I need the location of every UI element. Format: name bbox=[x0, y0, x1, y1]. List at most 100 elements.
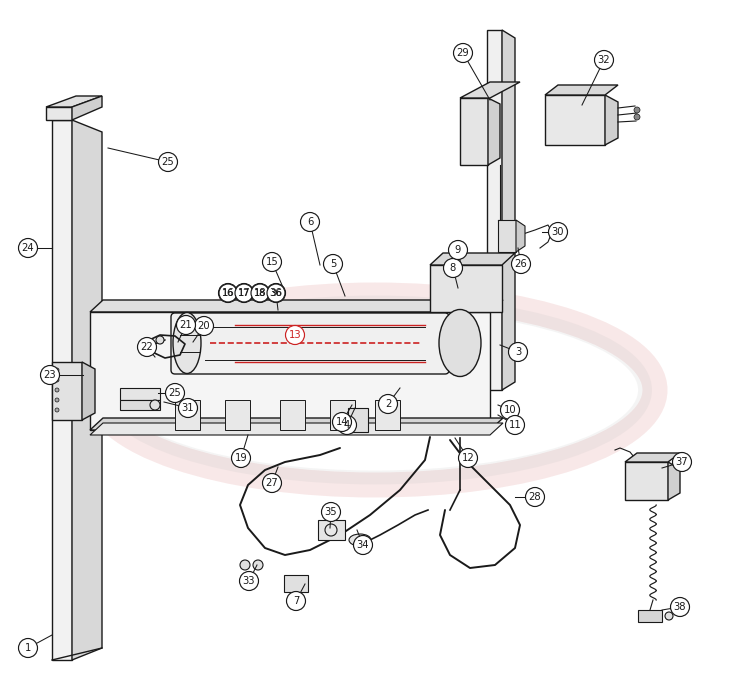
Text: 25: 25 bbox=[162, 157, 175, 167]
Polygon shape bbox=[46, 107, 72, 120]
Ellipse shape bbox=[349, 534, 371, 546]
Text: 10: 10 bbox=[504, 405, 516, 415]
Circle shape bbox=[501, 401, 519, 419]
FancyBboxPatch shape bbox=[171, 313, 449, 374]
Circle shape bbox=[453, 44, 473, 62]
Text: 24: 24 bbox=[22, 243, 34, 253]
Polygon shape bbox=[90, 312, 490, 430]
Circle shape bbox=[137, 337, 157, 357]
Polygon shape bbox=[330, 400, 355, 430]
Text: 12: 12 bbox=[461, 453, 474, 463]
Text: 28: 28 bbox=[529, 492, 542, 502]
Polygon shape bbox=[318, 520, 345, 540]
Polygon shape bbox=[72, 120, 102, 660]
Polygon shape bbox=[516, 220, 525, 252]
Text: 23: 23 bbox=[44, 370, 56, 380]
Text: 16: 16 bbox=[222, 289, 234, 298]
Polygon shape bbox=[502, 30, 515, 390]
Circle shape bbox=[665, 612, 673, 620]
Circle shape bbox=[251, 284, 269, 302]
Text: 1: 1 bbox=[25, 643, 31, 653]
Text: 2: 2 bbox=[385, 399, 391, 409]
Text: 17: 17 bbox=[238, 288, 250, 298]
Circle shape bbox=[55, 378, 59, 382]
Polygon shape bbox=[175, 400, 200, 430]
Circle shape bbox=[55, 368, 59, 372]
Polygon shape bbox=[605, 95, 618, 145]
Text: SPECIALISTS: SPECIALISTS bbox=[238, 369, 477, 402]
Text: 11: 11 bbox=[509, 420, 522, 430]
Text: 6: 6 bbox=[307, 217, 314, 227]
Text: 4: 4 bbox=[344, 420, 350, 430]
Text: 35: 35 bbox=[325, 507, 337, 517]
Text: 18: 18 bbox=[253, 288, 266, 298]
Polygon shape bbox=[52, 362, 82, 420]
Text: 29: 29 bbox=[457, 48, 470, 58]
Text: 3: 3 bbox=[515, 347, 521, 357]
Circle shape bbox=[322, 502, 340, 522]
Circle shape bbox=[235, 283, 253, 303]
Polygon shape bbox=[375, 400, 400, 430]
Text: 14: 14 bbox=[336, 417, 348, 427]
Circle shape bbox=[525, 487, 545, 507]
Polygon shape bbox=[498, 220, 516, 252]
Polygon shape bbox=[460, 82, 520, 98]
Text: 36: 36 bbox=[270, 288, 282, 298]
Text: 25: 25 bbox=[169, 388, 181, 398]
Circle shape bbox=[158, 153, 178, 171]
Polygon shape bbox=[625, 453, 680, 462]
Circle shape bbox=[333, 413, 351, 431]
Circle shape bbox=[166, 384, 184, 402]
Polygon shape bbox=[46, 96, 102, 107]
Circle shape bbox=[177, 316, 195, 334]
Text: 5: 5 bbox=[330, 259, 336, 269]
Text: 19: 19 bbox=[235, 453, 247, 463]
Circle shape bbox=[634, 107, 640, 113]
Circle shape bbox=[449, 240, 467, 260]
Circle shape bbox=[195, 316, 213, 336]
Circle shape bbox=[337, 415, 357, 435]
Circle shape bbox=[505, 415, 525, 435]
Text: 9: 9 bbox=[455, 245, 461, 255]
Polygon shape bbox=[120, 400, 160, 410]
Polygon shape bbox=[668, 462, 680, 500]
Polygon shape bbox=[90, 423, 503, 435]
Circle shape bbox=[672, 453, 692, 471]
Polygon shape bbox=[430, 253, 515, 265]
Circle shape bbox=[156, 336, 164, 344]
Circle shape bbox=[55, 388, 59, 392]
Polygon shape bbox=[488, 98, 500, 165]
Polygon shape bbox=[72, 96, 102, 120]
Circle shape bbox=[634, 114, 640, 120]
Circle shape bbox=[508, 343, 528, 361]
Text: 13: 13 bbox=[289, 330, 302, 340]
Polygon shape bbox=[545, 95, 605, 145]
Circle shape bbox=[267, 283, 285, 303]
Circle shape bbox=[287, 591, 305, 611]
Polygon shape bbox=[460, 98, 488, 165]
Polygon shape bbox=[90, 418, 503, 430]
Circle shape bbox=[594, 50, 614, 70]
Text: 38: 38 bbox=[674, 602, 687, 612]
Circle shape bbox=[300, 213, 319, 231]
Circle shape bbox=[19, 638, 37, 658]
Text: 37: 37 bbox=[675, 457, 688, 467]
Circle shape bbox=[178, 399, 198, 417]
Text: EQUIPMENT: EQUIPMENT bbox=[245, 342, 467, 375]
Polygon shape bbox=[487, 30, 502, 390]
Text: 8: 8 bbox=[450, 263, 456, 273]
Circle shape bbox=[240, 560, 250, 570]
Polygon shape bbox=[52, 120, 72, 660]
Polygon shape bbox=[120, 388, 160, 400]
Circle shape bbox=[267, 284, 285, 302]
Polygon shape bbox=[638, 610, 662, 622]
Circle shape bbox=[378, 395, 398, 413]
Ellipse shape bbox=[439, 310, 481, 377]
Circle shape bbox=[41, 366, 59, 384]
Text: 7: 7 bbox=[293, 596, 299, 606]
Text: 26: 26 bbox=[515, 259, 528, 269]
Circle shape bbox=[239, 571, 259, 591]
Circle shape bbox=[262, 252, 282, 272]
Circle shape bbox=[218, 283, 238, 303]
Circle shape bbox=[458, 448, 478, 468]
